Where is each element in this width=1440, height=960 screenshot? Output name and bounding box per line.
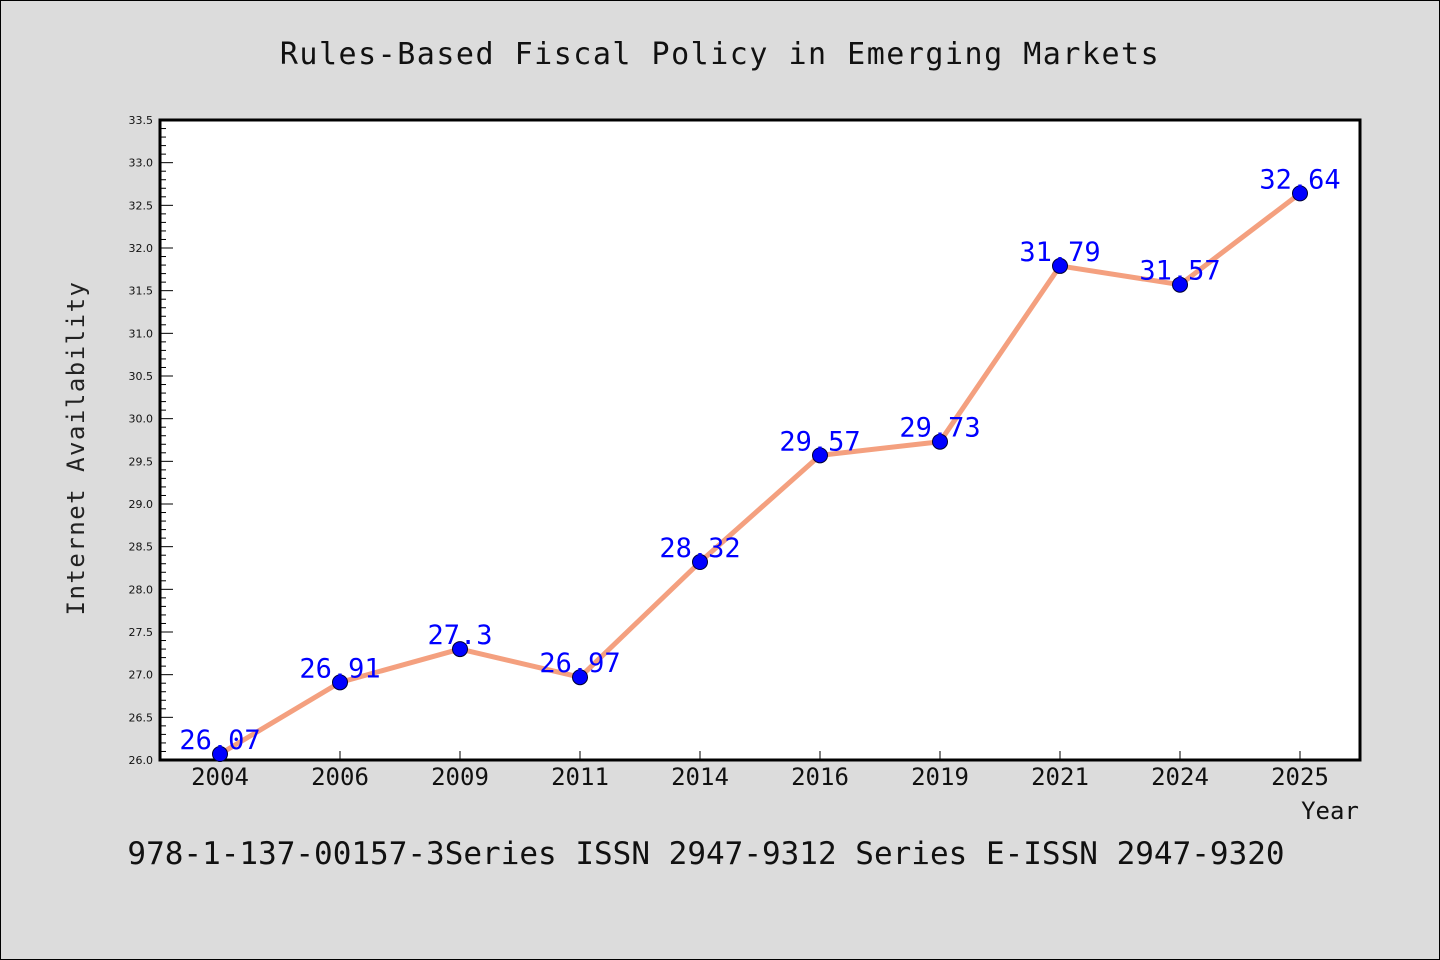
x-tick-label: 2019 <box>911 763 969 791</box>
data-series <box>212 185 1308 763</box>
x-tick-label: 2024 <box>1151 763 1209 791</box>
y-tick-label: 33.5 <box>129 114 154 127</box>
y-tick-label: 26.5 <box>129 711 154 724</box>
x-tick-label: 2016 <box>791 763 849 791</box>
data-value-label: 27.3 <box>427 620 492 651</box>
data-value-label: 26.97 <box>539 648 620 679</box>
data-labels: 26.07 26.91 27.3 26.97 28.32 29.57 29.73 31.79 3… <box>179 164 1340 756</box>
x-tick-label: 2011 <box>551 763 609 791</box>
x-tick-label: 2006 <box>311 763 369 791</box>
y-tick-label: 30.5 <box>129 370 154 383</box>
y-axis: 26.0 26.5 27.0 27.5 28.0 28.5 29.0 29.5 30.0 30.5… <box>129 114 173 767</box>
data-point-marker <box>452 641 468 658</box>
data-point-marker <box>572 669 588 686</box>
data-point-marker <box>212 746 228 763</box>
footer-isbn-text: 978-1-137-00157-3Series ISSN 2947-9312 S… <box>127 836 1284 872</box>
y-tick-label: 29.5 <box>129 455 154 468</box>
data-point-marker <box>1292 185 1308 202</box>
y-tick-label: 32.5 <box>129 199 154 212</box>
y-tick-label: 26.0 <box>129 754 154 767</box>
series-line <box>218 191 1302 757</box>
x-axis: 2004 2006 2009 2011 2014 2016 2019 2021 2024 2025 <box>191 751 1329 791</box>
chart-title: Rules-Based Fiscal Policy in Emerging Ma… <box>280 37 1160 72</box>
y-axis-label: Internet Availability <box>62 281 90 616</box>
y-tick-label: 28.0 <box>129 583 154 596</box>
y-tick-label: 28.5 <box>129 541 154 554</box>
data-value-label: 29.57 <box>779 426 860 457</box>
data-point-marker <box>1172 276 1188 293</box>
data-value-label: 26.07 <box>179 725 260 756</box>
y-tick-label: 32.0 <box>129 242 154 255</box>
x-axis-label: Year <box>1301 797 1359 825</box>
data-point-marker <box>812 447 828 464</box>
data-value-label: 28.32 <box>659 533 740 564</box>
data-value-label: 31.57 <box>1139 256 1220 287</box>
data-value-label: 32.64 <box>1259 164 1340 195</box>
x-tick-label: 2014 <box>671 763 729 791</box>
data-point-marker <box>692 554 708 571</box>
x-tick-label: 2025 <box>1271 763 1329 791</box>
y-tick-label: 27.5 <box>129 626 154 639</box>
y-tick-label: 31.0 <box>129 327 154 340</box>
data-value-label: 26.91 <box>299 653 380 684</box>
plot-area <box>158 118 1362 762</box>
y-tick-label: 31.5 <box>129 285 154 298</box>
data-value-label: 31.79 <box>1019 237 1100 268</box>
data-value-label: 29.73 <box>899 413 980 444</box>
data-point-marker <box>1052 257 1068 274</box>
data-point-marker <box>332 674 348 691</box>
y-tick-label: 30.0 <box>129 413 154 426</box>
y-tick-label: 27.0 <box>129 669 154 682</box>
y-tick-label: 29.0 <box>129 498 154 511</box>
y-tick-label: 33.0 <box>129 157 154 170</box>
x-tick-label: 2004 <box>191 763 249 791</box>
x-tick-label: 2009 <box>431 763 489 791</box>
x-tick-label: 2021 <box>1031 763 1089 791</box>
data-point-marker <box>932 433 948 450</box>
